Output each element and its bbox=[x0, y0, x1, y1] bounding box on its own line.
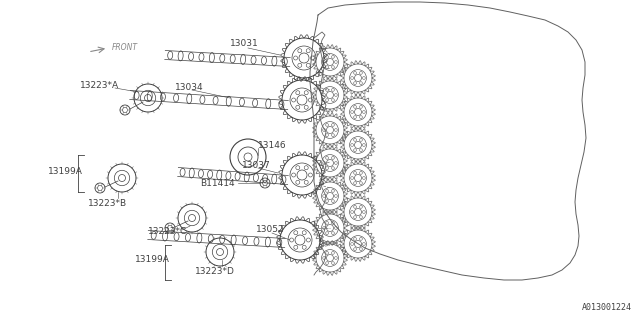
Text: FRONT: FRONT bbox=[112, 43, 138, 52]
Text: 13037: 13037 bbox=[242, 161, 271, 170]
Text: B11414: B11414 bbox=[200, 179, 235, 188]
Text: 13052: 13052 bbox=[256, 226, 285, 235]
Text: 13223*D: 13223*D bbox=[195, 268, 235, 276]
Text: 13199A: 13199A bbox=[48, 167, 83, 177]
Text: 13034: 13034 bbox=[175, 83, 204, 92]
Text: A013001224: A013001224 bbox=[582, 303, 632, 312]
Text: 13146: 13146 bbox=[258, 140, 287, 149]
Text: 13199A: 13199A bbox=[135, 255, 170, 265]
Text: 13223*C: 13223*C bbox=[148, 228, 188, 236]
Text: 13223*B: 13223*B bbox=[88, 198, 127, 207]
Text: 13223*A: 13223*A bbox=[80, 82, 119, 91]
Text: 13031: 13031 bbox=[230, 39, 259, 49]
